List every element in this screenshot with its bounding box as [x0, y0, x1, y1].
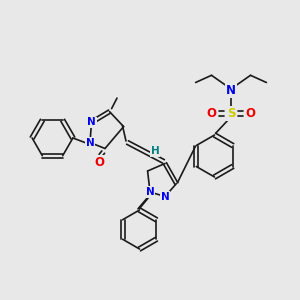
Text: O: O: [245, 107, 256, 120]
Text: O: O: [94, 155, 104, 169]
Text: N: N: [85, 137, 94, 148]
Text: O: O: [206, 107, 217, 120]
Text: N: N: [87, 117, 96, 128]
Text: N: N: [146, 187, 154, 197]
Text: N: N: [160, 191, 169, 202]
Text: S: S: [227, 107, 235, 120]
Text: H: H: [151, 146, 160, 156]
Text: N: N: [226, 84, 236, 98]
